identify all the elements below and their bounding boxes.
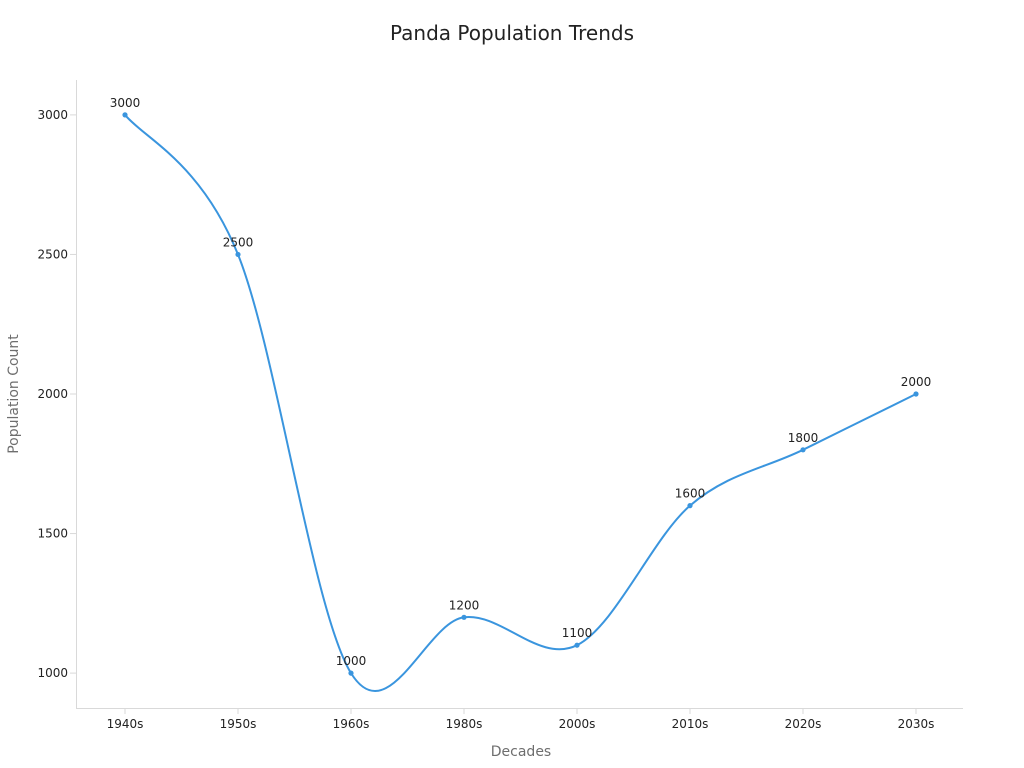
x-tick-label: 2000s	[559, 717, 596, 731]
data-label: 3000	[110, 96, 141, 110]
data-labels: 3000 2500 1000 1200 1100 1600 1800 2000	[110, 96, 932, 668]
data-label: 2500	[223, 235, 254, 249]
data-point	[913, 391, 919, 397]
x-tick-label: 2010s	[672, 717, 709, 731]
data-label: 1800	[788, 431, 819, 445]
data-point	[235, 251, 241, 258]
y-tick-label: 2000	[37, 387, 68, 401]
y-tick-label: 3000	[37, 108, 68, 122]
data-point	[122, 112, 128, 118]
data-point	[348, 670, 354, 676]
series-line	[124, 114, 917, 692]
data-label: 1100	[562, 626, 593, 640]
data-point	[574, 642, 580, 648]
x-tick-label: 1960s	[333, 717, 370, 731]
data-point	[687, 503, 693, 509]
data-points	[122, 112, 919, 676]
y-tick-label: 1000	[37, 666, 68, 680]
x-tick-label: 1950s	[220, 717, 257, 731]
y-ticks: 1000 1500 2000 2500 3000	[37, 108, 76, 680]
data-label: 1000	[336, 654, 367, 668]
data-label: 2000	[901, 375, 932, 389]
x-tick-label: 2020s	[785, 717, 822, 731]
data-point	[800, 447, 806, 453]
data-label: 1600	[675, 487, 706, 501]
data-label: 1200	[449, 598, 480, 612]
y-tick-label: 1500	[37, 527, 68, 541]
y-tick-label: 2500	[37, 247, 68, 261]
y-axis-label: Population Count	[6, 334, 22, 454]
chart-title: Panda Population Trends	[390, 21, 634, 45]
x-tick-label: 1980s	[446, 717, 483, 731]
x-ticks: 1940s 1950s 1960s 1980s 2000s 2010s 2020s 2030s	[107, 708, 935, 731]
data-point	[461, 614, 467, 620]
x-tick-label: 2030s	[898, 717, 935, 731]
x-axis-label: Decades	[491, 744, 551, 760]
x-tick-label: 1940s	[107, 717, 144, 731]
